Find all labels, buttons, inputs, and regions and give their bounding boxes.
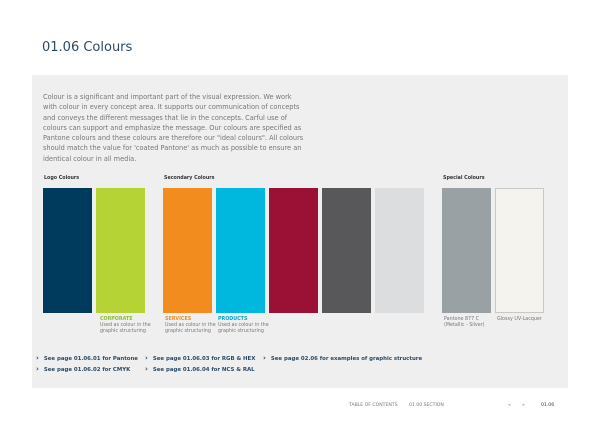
- caption-text: Used as colour in the graphic structurin…: [218, 323, 269, 335]
- swatch: [442, 188, 491, 313]
- swatch: [96, 188, 145, 313]
- caption: Glossy UV-Lacquer: [497, 317, 557, 323]
- swatch: [216, 188, 265, 313]
- link[interactable]: See page 01.06.01 for Pantone: [36, 354, 138, 362]
- prev-button[interactable]: «: [508, 403, 511, 408]
- page-number: 01.06: [541, 403, 555, 408]
- page-title: 01.06 Colours: [42, 40, 133, 55]
- caption-text: Pantone 877 C (Metallic - Silver): [444, 317, 485, 329]
- swatch: [43, 188, 92, 313]
- swatch: [269, 188, 318, 313]
- caption: PRODUCTS Used as colour in the graphic st…: [218, 317, 278, 336]
- link[interactable]: See page 01.06.04 for NCS & RAL: [145, 365, 255, 373]
- swatch: [163, 188, 212, 313]
- swatch: [495, 188, 544, 313]
- link[interactable]: See page 01.06.02 for CMYK: [36, 365, 130, 373]
- caption-title: CORPORATE: [100, 317, 133, 322]
- footer-link[interactable]: 01.00 SECTION: [409, 403, 444, 408]
- link[interactable]: See page 01.06.03 for RGB & HEX: [145, 354, 256, 362]
- swatch: [322, 188, 371, 313]
- caption: SERVICES Used as colour in the graphic st…: [165, 317, 225, 336]
- group-label: Secondary Colours: [164, 176, 215, 181]
- caption-text: Glossy UV-Lacquer: [497, 317, 542, 322]
- caption-title: PRODUCTS: [218, 317, 248, 322]
- caption-text: Used as colour in the graphic structurin…: [100, 323, 151, 335]
- next-button[interactable]: »: [522, 403, 525, 408]
- group-label: Logo Colours: [44, 176, 80, 181]
- caption: CORPORATE Used as colour in the graphic s…: [100, 317, 160, 336]
- caption-title: SERVICES: [165, 317, 192, 322]
- body-text: Colour is a significant and important pa…: [43, 93, 304, 163]
- caption: Pantone 877 C (Metallic - Silver): [444, 317, 488, 329]
- group-label: Special Colours: [443, 176, 485, 181]
- caption-text: Used as colour in the graphic structurin…: [165, 323, 216, 335]
- swatch: [375, 188, 424, 313]
- footer-link[interactable]: TABLE OF CONTENTS: [349, 403, 398, 408]
- link[interactable]: See page 02.06 for examples of graphic s…: [263, 354, 422, 362]
